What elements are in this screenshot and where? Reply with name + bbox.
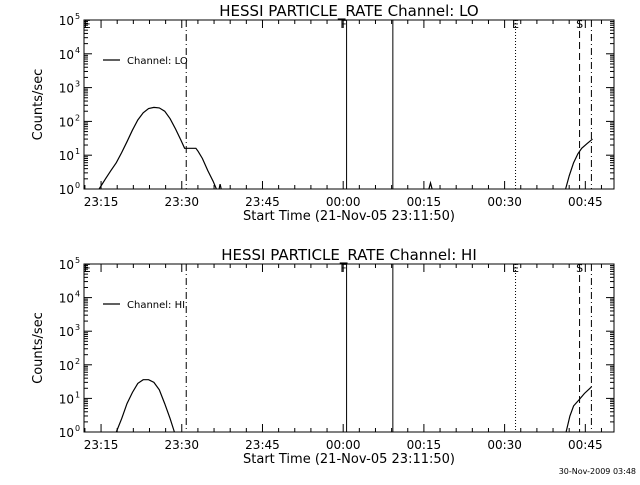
x-tick-label: 00:45 (568, 438, 603, 452)
y-tick-exponent: 5 (75, 12, 80, 21)
x-tick-label: 23:15 (84, 438, 119, 452)
y-tick-label: 10 (59, 258, 74, 272)
series-line (98, 106, 217, 190)
event-marker-label: F (340, 262, 346, 275)
y-tick-exponent: 3 (75, 323, 80, 332)
series-line (428, 180, 433, 190)
x-tick-label: 23:45 (245, 438, 280, 452)
y-axis-label: Counts/sec (31, 69, 46, 141)
y-tick-label: 10 (59, 48, 74, 62)
event-marker-label: S (576, 262, 583, 275)
x-axis-label: Start Time (21-Nov-05 23:11:50) (243, 209, 455, 224)
y-tick-exponent: 0 (75, 181, 80, 190)
x-tick-label: 23:15 (84, 195, 119, 209)
x-axis-label: Start Time (21-Nov-05 23:11:50) (243, 452, 455, 467)
legend-label: Channel: LO (127, 56, 188, 67)
event-marker-label: F (340, 18, 346, 31)
y-tick-label: 10 (59, 82, 74, 96)
y-tick-label: 10 (59, 115, 74, 129)
series-line (565, 386, 592, 433)
event-marker-label: E (84, 18, 91, 31)
x-tick-label: 00:15 (407, 195, 442, 209)
x-tick-label: 00:30 (487, 438, 522, 452)
series-line (115, 379, 175, 433)
y-tick-label: 10 (59, 183, 74, 197)
y-tick-exponent: 4 (75, 46, 80, 55)
x-tick-label: 23:30 (164, 195, 199, 209)
y-tick-exponent: 2 (75, 113, 80, 122)
y-tick-exponent: 0 (75, 424, 80, 433)
y-tick-exponent: 5 (75, 256, 80, 265)
y-tick-exponent: 4 (75, 290, 80, 299)
x-tick-label: 00:30 (487, 195, 522, 209)
y-tick-label: 10 (59, 392, 74, 406)
y-tick-exponent: 1 (75, 390, 80, 399)
event-marker-label: E (512, 18, 519, 31)
plot-frame (83, 19, 615, 190)
y-tick-label: 10 (59, 325, 74, 339)
series-line (218, 183, 222, 190)
plot-frame (83, 263, 615, 433)
x-tick-label: 23:30 (164, 438, 199, 452)
y-tick-exponent: 3 (75, 80, 80, 89)
event-marker-label: E (512, 262, 519, 275)
y-tick-label: 10 (59, 292, 74, 306)
x-tick-label: 00:00 (326, 438, 361, 452)
y-tick-label: 10 (59, 359, 74, 373)
y-tick-label: 10 (59, 149, 74, 163)
chart-title: HESSI PARTICLE_RATE Channel: HI (221, 246, 477, 265)
x-tick-label: 00:00 (326, 195, 361, 209)
footer-timestamp: 30-Nov-2009 03:48 (559, 467, 636, 476)
x-tick-label: 00:15 (407, 438, 442, 452)
event-marker-label: S (576, 18, 583, 31)
y-axis-label: Counts/sec (31, 312, 46, 384)
y-tick-label: 10 (59, 426, 74, 440)
y-tick-exponent: 2 (75, 357, 80, 366)
series-line (565, 138, 593, 190)
chart-title: HESSI PARTICLE_RATE Channel: LO (219, 2, 478, 21)
event-marker-label: E (84, 262, 91, 275)
legend-label: Channel: HI (127, 300, 185, 311)
x-tick-label: 23:45 (245, 195, 280, 209)
y-tick-label: 10 (59, 14, 74, 28)
x-tick-label: 00:45 (568, 195, 603, 209)
y-tick-exponent: 1 (75, 147, 80, 156)
